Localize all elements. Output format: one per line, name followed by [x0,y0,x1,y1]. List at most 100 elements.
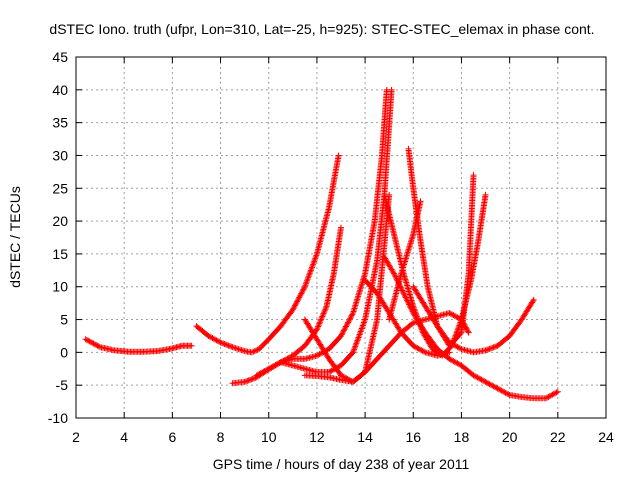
data-point [214,338,221,345]
data-point [399,288,406,295]
data-point [414,315,421,322]
data-point [411,343,418,350]
data-point [464,327,471,334]
data-point [209,335,216,342]
data-point [464,328,471,335]
data-point [545,393,552,400]
data-point [91,341,98,348]
data-point [275,325,282,332]
data-point [550,390,557,397]
data-point [264,366,271,373]
series-13 [410,283,537,356]
data-point [317,317,324,324]
data-point [315,351,322,358]
data-point [372,358,379,365]
data-point [494,385,501,392]
data-point [475,375,482,382]
data-point [454,360,461,367]
data-point [253,347,260,354]
data-point [311,258,318,265]
data-point [305,273,312,280]
data-point [312,333,319,340]
data-point [361,318,368,325]
data-point [342,323,349,330]
data-point [411,307,418,314]
data-point [340,327,347,334]
data-point [90,340,97,347]
data-point [94,342,101,349]
data-point [206,333,213,340]
data-point [337,226,344,233]
data-point [83,336,90,343]
data-point [419,347,426,354]
data-point [412,344,419,351]
data-point [309,262,316,269]
data-point [218,340,225,347]
data-point [321,307,328,314]
data-point [221,341,228,348]
data-point [455,344,462,351]
data-point [489,382,496,389]
data-point [324,353,331,360]
data-point [373,318,380,325]
data-point [418,325,425,332]
data-point [291,303,298,310]
data-point [319,313,326,320]
data-point [250,348,257,355]
series-1 [82,336,195,355]
data-point [447,310,454,317]
data-point [552,390,559,397]
data-point [355,334,362,341]
data-point [312,253,319,260]
y-tick-label: 30 [52,147,68,163]
data-point [263,338,270,345]
data-point [416,319,423,326]
data-point [291,302,298,309]
data-point [390,229,397,236]
x-tick-label: 16 [405,429,421,445]
data-point [167,345,174,352]
y-tick-label: 40 [52,82,68,98]
data-point [389,267,396,274]
data-point [217,339,224,346]
data-point [485,380,492,387]
data-point [257,370,264,377]
series-12 [386,198,424,323]
data-point [416,346,423,353]
data-point [483,346,490,353]
x-axis-title: GPS time / hours of day 238 of year 2011 [213,456,470,472]
data-point [449,357,456,364]
data-point [473,373,480,380]
data-point [456,320,463,327]
data-point [449,340,456,347]
data-point [85,337,92,344]
data-point [294,297,301,304]
data-point [244,377,251,384]
data-point [415,318,422,325]
data-point [457,345,464,352]
data-point [413,312,420,319]
data-point [299,289,306,296]
data-point [465,329,472,336]
data-point [529,298,536,305]
data-point [415,345,422,352]
data-point [391,272,398,279]
x-tick-label: 8 [217,429,225,445]
data-point [529,299,536,306]
data-point [478,376,485,383]
data-point [501,389,508,396]
data-point [447,356,454,363]
data-point [322,304,329,311]
data-point [454,343,461,350]
data-point [453,343,460,350]
data-point [499,388,506,395]
data-point [446,344,453,351]
data-point [320,310,327,317]
data-point [451,312,458,319]
data-point [495,386,502,393]
data-point [348,312,355,319]
data-point [340,328,347,335]
data-point [249,375,256,382]
data-point [263,367,270,374]
data-point [360,321,367,328]
